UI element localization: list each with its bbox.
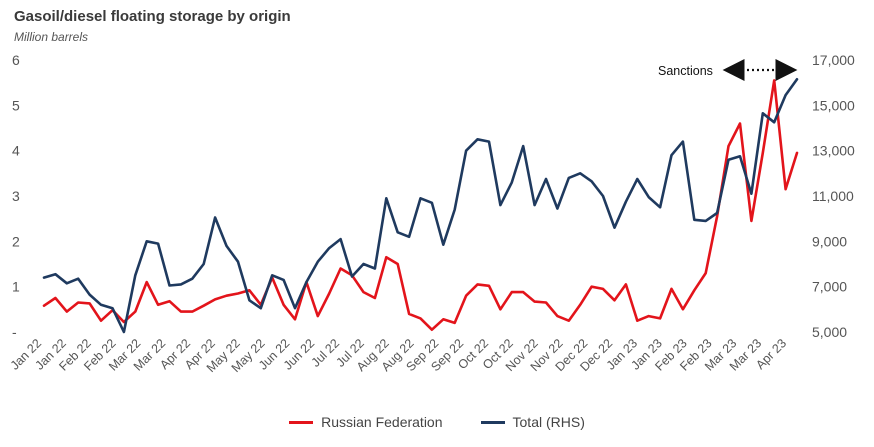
y-left-tick-label: 6 [12, 52, 20, 68]
legend-label-total: Total (RHS) [512, 414, 585, 430]
line-chart: - 1 2 3 4 5 6 5,000 7,000 9,000 11,000 13,000 15,00… [8, 52, 855, 375]
y-left-tick-label: 3 [12, 188, 20, 204]
y-right-tick-label: 7,000 [812, 279, 847, 295]
y-left-tick-label: 5 [12, 97, 20, 113]
y-right-tick-label: 9,000 [812, 233, 847, 249]
y-left-tick-label: - [12, 324, 17, 340]
chart-title: Gasoil/diesel floating storage by origin [14, 8, 291, 25]
legend-item-total: Total (RHS) [480, 414, 585, 430]
y-left-tick-label: 1 [12, 279, 20, 295]
chart-subtitle: Million barrels [14, 30, 89, 44]
series-line-russian-federation [42, 79, 799, 332]
y-right-tick-label: 13,000 [812, 143, 855, 159]
y-left-tick-label: 4 [12, 143, 20, 159]
legend-swatch-total [480, 420, 505, 424]
y-right-tick-label: 15,000 [812, 97, 855, 113]
legend-item-russian-federation: Russian Federation [289, 414, 443, 430]
y-right-tick-label: 17,000 [812, 52, 855, 68]
y-left-tick-label: 2 [12, 233, 20, 249]
y-right-tick-label: 5,000 [812, 324, 847, 340]
sanctions-annotation-label: Sanctions [658, 64, 713, 78]
legend-swatch-russian-federation [289, 420, 314, 424]
legend-label-russian-federation: Russian Federation [321, 414, 443, 430]
chart-legend: Russian Federation Total (RHS) [0, 414, 874, 430]
y-right-tick-label: 11,000 [812, 188, 854, 204]
series-line-total [42, 78, 799, 334]
